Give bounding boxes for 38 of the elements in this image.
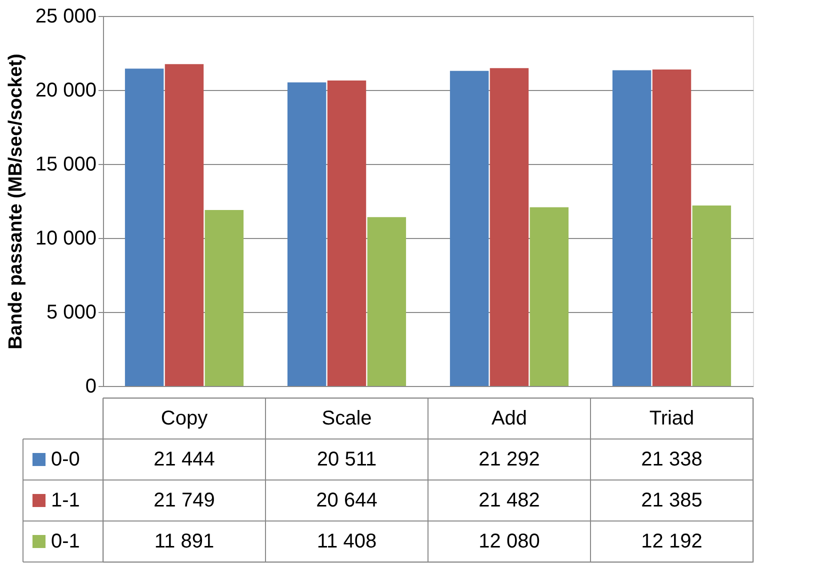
- bar: [327, 80, 366, 386]
- data-label: 12 192: [641, 530, 702, 552]
- bar: [530, 207, 569, 386]
- bar: [124, 68, 164, 386]
- bar: [652, 70, 692, 386]
- data-label: 21 385: [641, 490, 702, 512]
- y-tick-label: 10 000: [35, 228, 96, 250]
- data-label: 12 080: [478, 530, 540, 552]
- y-axis-title: Bande passante (MB/sec/socket): [5, 54, 26, 350]
- y-tick-label: 5 000: [46, 302, 96, 324]
- data-label: 21 338: [641, 448, 702, 470]
- data-label: 11 408: [316, 530, 377, 552]
- x-tick-label: Add: [491, 408, 528, 430]
- data-label: 21 749: [154, 490, 215, 512]
- data-label: 21 482: [478, 490, 540, 512]
- y-tick-label: 25 000: [35, 6, 96, 28]
- legend-label: 0-0: [51, 448, 80, 470]
- legend-label: 1-1: [51, 490, 80, 512]
- x-tick-label: Triad: [649, 408, 694, 430]
- bar: [287, 82, 326, 386]
- bar: [490, 68, 529, 386]
- legend-label: 0-1: [51, 530, 80, 552]
- bar: [204, 210, 244, 386]
- y-tick-label: 15 000: [35, 154, 96, 176]
- x-tick-label: Copy: [160, 408, 208, 430]
- x-tick-label: Scale: [322, 408, 372, 430]
- bar: [612, 70, 652, 386]
- bar: [692, 206, 732, 386]
- data-label: 21 444: [154, 448, 215, 470]
- data-label: 20 511: [316, 448, 377, 470]
- bar: [164, 64, 204, 386]
- y-tick-label: 0: [85, 376, 96, 398]
- data-label: 20 644: [316, 490, 378, 512]
- y-tick-label: 20 000: [35, 80, 96, 102]
- bar: [367, 217, 406, 386]
- data-label: 21 292: [478, 448, 540, 470]
- data-label: 11 891: [154, 530, 214, 552]
- bar: [450, 70, 489, 386]
